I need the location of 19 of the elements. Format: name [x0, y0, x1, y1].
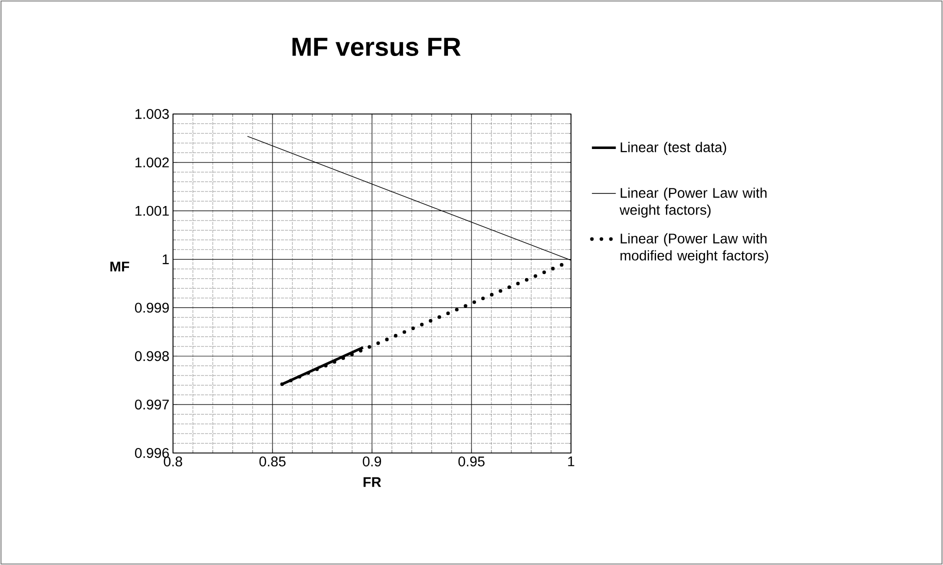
y-axis-title: MF — [110, 262, 130, 272]
x-tick-label: 0.9 — [362, 456, 382, 466]
x-axis-title: FR — [364, 477, 382, 487]
x-tick-label: 0.8 — [164, 456, 182, 466]
y-tick-label: 0.999 — [134, 302, 169, 313]
y-tick-label: 0.998 — [134, 351, 169, 362]
x-tick-label: 1 — [568, 456, 574, 466]
x-tick-label: 0.85 — [259, 456, 286, 466]
y-tick-label: 1.001 — [136, 206, 169, 216]
legend-label: Linear (Power Law with modified weight factors) — [620, 233, 768, 264]
legend-label: Linear (test data) — [620, 142, 726, 155]
legend-label: Linear (Power Law with weight factors) — [620, 188, 767, 218]
y-tick-label: 0.997 — [134, 400, 169, 410]
x-tick-label: 0.95 — [458, 456, 485, 466]
chart-title: MF versus FR — [292, 38, 461, 56]
y-tick-label: 1.003 — [136, 109, 169, 119]
y-tick-label: 0.996 — [134, 448, 169, 458]
y-tick-label: 1.002 — [136, 157, 169, 168]
y-tick-label: 1 — [162, 254, 169, 264]
